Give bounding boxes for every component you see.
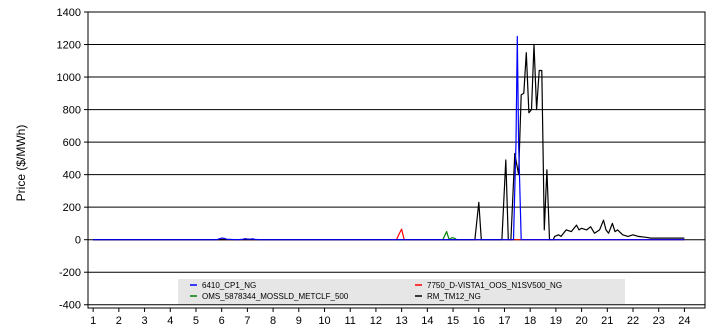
x-tick-label: 21 — [601, 315, 613, 327]
x-tick-label: 6 — [219, 315, 225, 327]
x-tick-label: 8 — [270, 315, 276, 327]
legend-label: 7750_D-VISTA1_OOS_N1SV500_NG — [427, 281, 562, 290]
x-axis-ticks: 1 2 3 4 5 6 7 8 9 10 11 12 13 14 15 16 17 18 19 20 21 22 23 24 — [90, 308, 691, 327]
legend-label: 6410_CP1_NG — [202, 281, 256, 290]
x-tick-label: 22 — [627, 315, 639, 327]
x-tick-label: 1 — [90, 315, 96, 327]
legend-label: OMS_5878344_MOSSLD_METCLF_500 — [202, 292, 349, 301]
x-tick-label: 16 — [473, 315, 485, 327]
x-tick-label: 17 — [498, 315, 510, 327]
legend-label: RM_TM12_NG — [427, 292, 481, 301]
x-tick-label: 14 — [421, 315, 433, 327]
y-axis-ticks: 1400 1200 1000 800 600 400 200 0 -200 -400 — [57, 7, 88, 312]
x-tick-label: 11 — [345, 315, 356, 327]
x-tick-label: 9 — [296, 315, 302, 327]
x-tick-label: 20 — [575, 315, 587, 327]
y-tick-label: 600 — [63, 137, 81, 149]
y-tick-label: 0 — [75, 235, 81, 247]
x-tick-label: 12 — [370, 315, 382, 327]
plot-area-frame — [87, 11, 706, 309]
y-tick-label: 400 — [63, 170, 81, 182]
y-tick-label: 1000 — [57, 72, 81, 84]
legend: 6410_CP1_NG 7750_D-VISTA1_OOS_N1SV500_NG O… — [178, 279, 625, 304]
y-tick-label: -200 — [59, 267, 81, 279]
x-tick-label: 2 — [116, 315, 122, 327]
x-tick-label: 3 — [141, 315, 147, 327]
x-tick-label: 13 — [396, 315, 408, 327]
series-line-6410-cp1-ng — [93, 35, 685, 241]
x-tick-label: 18 — [524, 315, 536, 327]
x-tick-label: 5 — [193, 315, 199, 327]
x-tick-label: 19 — [550, 315, 562, 327]
x-tick-label: 15 — [447, 315, 459, 327]
x-tick-label: 10 — [318, 315, 330, 327]
y-tick-label: 200 — [63, 202, 81, 214]
x-tick-label: 4 — [167, 315, 173, 327]
x-tick-label: 23 — [653, 315, 665, 327]
x-tick-label: 24 — [678, 315, 690, 327]
y-tick-label: 800 — [63, 105, 81, 117]
legend-box — [178, 279, 625, 304]
x-tick-label: 7 — [244, 315, 250, 327]
series-line-rm-tm12-ng — [93, 43, 685, 241]
series-lines — [93, 35, 685, 241]
y-tick-label: -400 — [59, 300, 81, 312]
y-axis-title: Price ($/MWh) — [14, 125, 28, 202]
y-tick-label: 1200 — [57, 40, 81, 52]
y-tick-label: 1400 — [57, 7, 81, 19]
